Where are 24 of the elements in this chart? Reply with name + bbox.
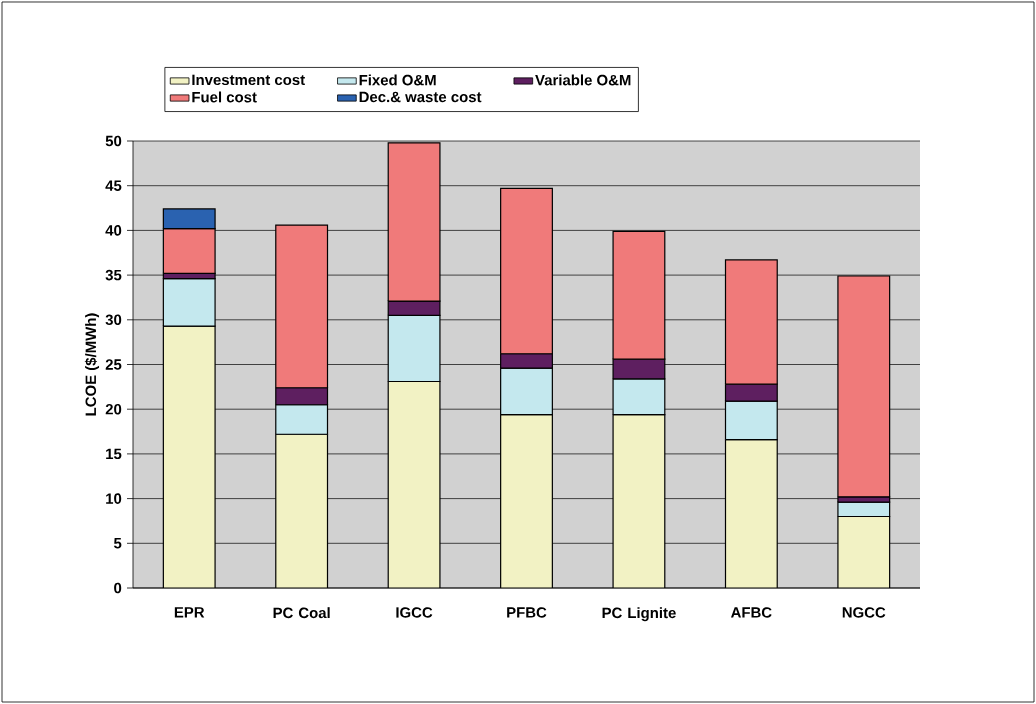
y-tick-label: 30 xyxy=(105,314,122,326)
y-tick-label: 5 xyxy=(113,538,122,549)
y-tick-label: 45 xyxy=(105,180,122,191)
y-tick-label: 10 xyxy=(106,493,122,504)
y-axis-title: LCOE ($/MWh) xyxy=(84,313,100,416)
x-tick-label: NGCC xyxy=(842,607,886,618)
y-tick-label: 35 xyxy=(105,269,122,281)
y-tick-label: 40 xyxy=(105,225,122,236)
y-tick-label: 20 xyxy=(105,403,122,415)
legend-label: Fuel cost xyxy=(192,91,257,103)
x-tick-label: IGCC xyxy=(396,607,433,618)
y-tick-label: 0 xyxy=(114,582,122,594)
x-tick-label: PFBC xyxy=(507,607,547,618)
x-tick-label: EPR xyxy=(174,607,205,618)
legend-label: Fixed O&M xyxy=(359,74,436,86)
y-tick-label: 25 xyxy=(105,359,122,370)
y-tick-label: 15 xyxy=(106,448,122,460)
x-tick-label: PC Coal xyxy=(273,607,330,619)
x-tick-label: PC Lignite xyxy=(602,607,676,622)
legend-label: Investment cost xyxy=(192,74,305,86)
x-tick-label: AFBC xyxy=(730,607,772,618)
legend-label: Variable O&M xyxy=(535,74,631,86)
y-tick-label: 50 xyxy=(105,135,122,147)
legend-label: Dec.& waste cost xyxy=(359,91,482,103)
